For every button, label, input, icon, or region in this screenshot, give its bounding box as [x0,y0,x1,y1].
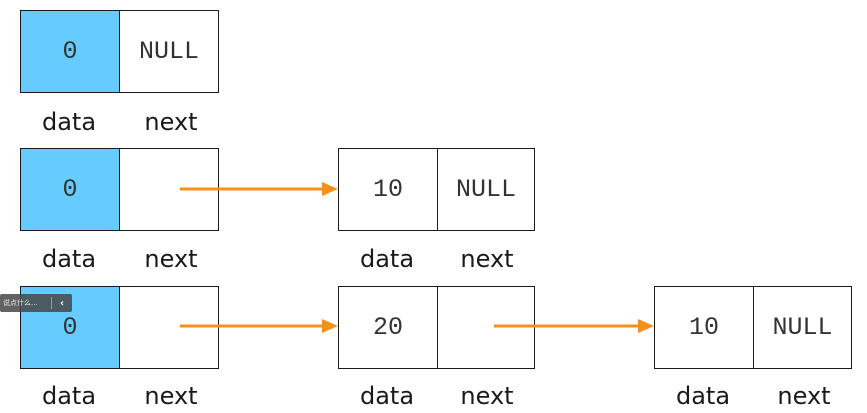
comment-overlay[interactable]: 说点什么... ‹ [0,294,72,312]
chevron-left-icon[interactable]: ‹ [52,298,72,309]
pointer-arrow [494,319,654,333]
pointer-arrow [180,182,338,196]
comment-input[interactable]: 说点什么... [0,298,51,308]
pointer-arrow [180,319,338,333]
